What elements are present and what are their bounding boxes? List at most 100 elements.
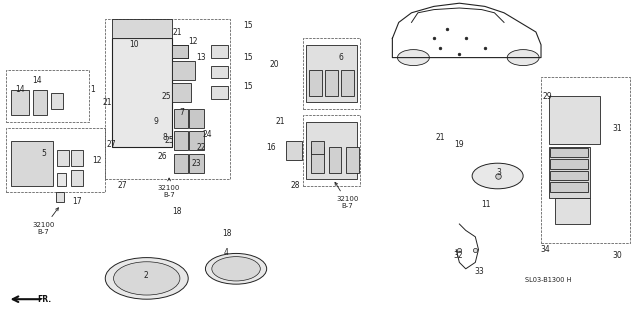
Text: 12: 12 bbox=[93, 156, 101, 164]
Text: 20: 20 bbox=[269, 60, 279, 68]
Bar bbox=[550, 182, 588, 192]
Circle shape bbox=[105, 258, 188, 299]
Text: 17: 17 bbox=[71, 197, 82, 206]
Text: SL03-B1300 H: SL03-B1300 H bbox=[526, 277, 572, 283]
Text: 16: 16 bbox=[266, 143, 276, 152]
Text: 32100
B-7: 32100 B-7 bbox=[335, 182, 359, 209]
Text: FR.: FR. bbox=[37, 295, 51, 304]
Bar bbox=[211, 86, 228, 99]
Text: 34: 34 bbox=[540, 245, 551, 254]
Text: 32100
B-7: 32100 B-7 bbox=[158, 178, 181, 198]
Text: 15: 15 bbox=[242, 82, 253, 91]
Bar bbox=[174, 131, 188, 150]
Bar bbox=[311, 141, 324, 154]
Circle shape bbox=[205, 253, 267, 284]
Bar bbox=[550, 171, 588, 180]
Text: 30: 30 bbox=[612, 252, 623, 260]
Bar bbox=[306, 122, 357, 179]
Text: 13: 13 bbox=[196, 53, 206, 62]
Bar bbox=[189, 131, 204, 150]
Bar bbox=[550, 148, 588, 157]
Text: 6: 6 bbox=[339, 53, 344, 62]
Text: 4: 4 bbox=[224, 248, 229, 257]
Text: 5: 5 bbox=[41, 149, 46, 158]
Text: 27: 27 bbox=[107, 140, 117, 148]
Bar bbox=[325, 70, 338, 96]
Bar bbox=[550, 159, 588, 169]
Bar bbox=[309, 70, 322, 96]
Text: 21: 21 bbox=[173, 28, 182, 36]
Text: 22: 22 bbox=[197, 143, 205, 152]
Bar bbox=[57, 173, 66, 186]
Text: 21: 21 bbox=[276, 117, 285, 126]
Bar bbox=[306, 45, 357, 102]
Bar bbox=[33, 90, 47, 115]
Text: 24: 24 bbox=[202, 130, 212, 139]
Bar bbox=[57, 150, 69, 166]
Bar bbox=[211, 66, 228, 78]
Text: 1: 1 bbox=[90, 85, 95, 94]
Text: 8: 8 bbox=[162, 133, 167, 142]
Bar bbox=[303, 38, 360, 109]
Bar bbox=[549, 147, 590, 198]
Bar bbox=[346, 147, 359, 173]
Bar bbox=[112, 19, 172, 38]
Bar bbox=[286, 141, 302, 160]
Text: 27: 27 bbox=[117, 181, 128, 190]
Text: 28: 28 bbox=[290, 181, 299, 190]
Bar bbox=[303, 115, 360, 186]
Bar bbox=[172, 45, 188, 58]
Bar bbox=[11, 141, 53, 186]
Circle shape bbox=[507, 50, 539, 66]
Text: 32100
B-7: 32100 B-7 bbox=[32, 208, 59, 235]
Bar bbox=[71, 150, 83, 166]
Text: 15: 15 bbox=[242, 21, 253, 30]
Circle shape bbox=[212, 257, 260, 281]
Circle shape bbox=[397, 50, 429, 66]
Bar bbox=[174, 154, 188, 173]
Bar bbox=[211, 45, 228, 58]
Text: 25: 25 bbox=[161, 92, 171, 100]
Text: 14: 14 bbox=[15, 85, 26, 94]
Bar bbox=[329, 147, 341, 173]
Bar bbox=[105, 19, 230, 179]
Text: 21: 21 bbox=[103, 98, 112, 107]
Bar bbox=[6, 128, 105, 192]
Text: 18: 18 bbox=[173, 207, 182, 216]
Bar bbox=[541, 77, 630, 243]
Text: 9: 9 bbox=[154, 117, 159, 126]
Bar bbox=[555, 198, 590, 224]
Bar bbox=[189, 154, 204, 173]
Bar bbox=[51, 93, 63, 109]
Text: 32: 32 bbox=[453, 252, 463, 260]
Circle shape bbox=[114, 262, 180, 295]
Bar bbox=[311, 147, 324, 173]
Bar bbox=[172, 45, 188, 58]
Bar bbox=[112, 38, 172, 147]
Text: 15: 15 bbox=[242, 53, 253, 62]
Text: 10: 10 bbox=[129, 40, 139, 49]
Text: 33: 33 bbox=[475, 268, 485, 276]
Text: 21: 21 bbox=[436, 133, 445, 142]
Text: 31: 31 bbox=[612, 124, 623, 132]
Text: 18: 18 bbox=[222, 229, 231, 238]
Bar bbox=[172, 45, 188, 58]
Text: 7: 7 bbox=[179, 108, 184, 116]
Bar bbox=[172, 61, 195, 80]
Text: 2: 2 bbox=[143, 271, 148, 280]
Text: 11: 11 bbox=[482, 200, 491, 209]
Text: 19: 19 bbox=[454, 140, 464, 148]
Bar bbox=[172, 83, 191, 102]
Bar bbox=[11, 90, 29, 115]
Text: 3: 3 bbox=[496, 168, 501, 177]
Text: 26: 26 bbox=[158, 152, 168, 161]
Bar bbox=[56, 192, 64, 202]
Circle shape bbox=[472, 163, 523, 189]
Bar bbox=[549, 96, 600, 144]
Bar bbox=[6, 70, 89, 122]
Text: 14: 14 bbox=[32, 76, 42, 84]
Text: 12: 12 bbox=[188, 37, 197, 46]
Text: 25: 25 bbox=[164, 136, 174, 145]
Bar bbox=[71, 170, 83, 186]
Bar bbox=[189, 109, 204, 128]
